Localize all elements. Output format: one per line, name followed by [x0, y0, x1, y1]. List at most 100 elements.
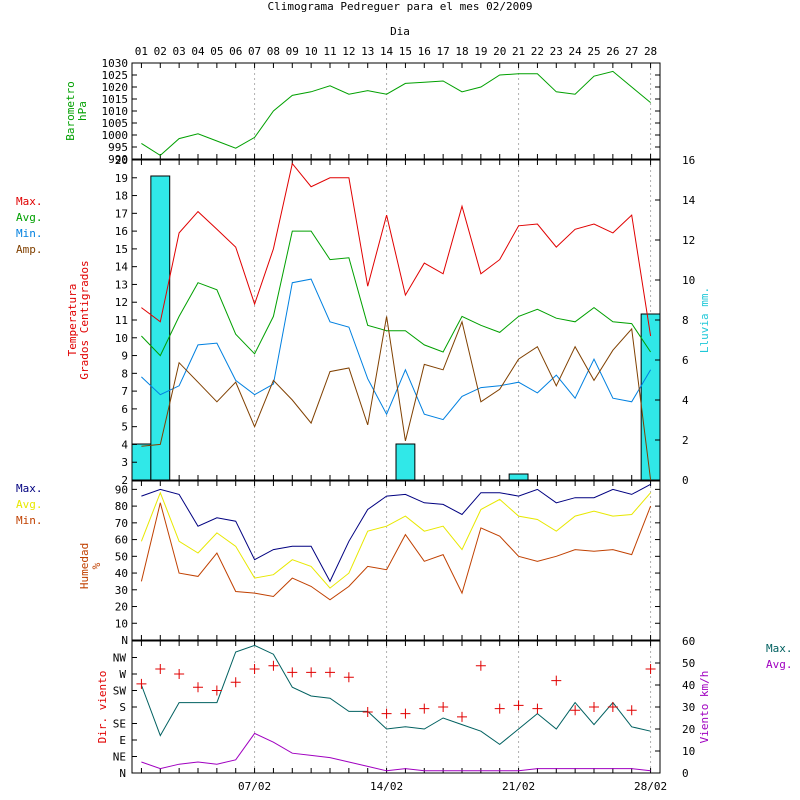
day-tick-label: 01 [135, 45, 148, 58]
wind-direction-tick-label: SE [113, 718, 126, 731]
wind-direction-tick-label: W [119, 668, 126, 681]
day-tick-label: 22 [531, 45, 544, 58]
temperature-tick-label: 20 [115, 154, 128, 167]
temperature-axis-label-line: Temperatura [66, 284, 79, 357]
temperature-tick-label: 18 [115, 190, 128, 203]
date-tick-label: 28/02 [634, 780, 667, 793]
temperature-legend-avg: Avg. [16, 211, 43, 224]
day-tick-label: 16 [418, 45, 431, 58]
temperature-legend-amp: Amp. [16, 243, 43, 256]
wind-speed-tick-label: 30 [682, 701, 695, 714]
wind-panel-frame [131, 640, 661, 774]
wind-direction-marker [362, 706, 373, 717]
temperature-line-amp [141, 316, 652, 481]
rain-bar [395, 443, 416, 481]
wind-speed-tick-label: 0 [682, 767, 689, 780]
temperature-axis-label-line: Grados Centigrados [78, 260, 91, 379]
barometer-line [141, 70, 651, 157]
wind-legend-avg: Avg. [766, 658, 793, 671]
humidity-tick-label: 50 [115, 550, 128, 563]
temperature-legend-max: Max. [16, 195, 43, 208]
barometer-tick-label: 995 [108, 141, 128, 154]
day-tick-label: 19 [474, 45, 487, 58]
wind-direction-marker [381, 708, 392, 719]
barometer-tick-label: 1010 [102, 105, 129, 118]
rain-bar [150, 175, 171, 481]
temperature-tick-label: 5 [121, 421, 128, 434]
temperature-tick-label: 19 [115, 172, 128, 185]
humidity-tick-label: 30 [115, 584, 128, 597]
wind-direction-marker [268, 660, 279, 671]
day-tick-label: 12 [342, 45, 355, 58]
wind-direction-marker [249, 664, 260, 675]
barometer-axis-label-line: hPa [76, 101, 89, 121]
wind-speed-tick-label: 40 [682, 679, 695, 692]
wind-speed-tick-label: 50 [682, 657, 695, 670]
wind-direction-marker [589, 702, 599, 712]
rain-tick-label: 0 [682, 474, 689, 487]
temperature-tick-label: 7 [121, 385, 128, 398]
wind-direction-marker [136, 678, 147, 689]
wind-direction-marker [626, 705, 637, 716]
day-tick-label: 24 [569, 45, 583, 58]
wind-direction-marker [287, 667, 298, 678]
humidity-axis-label-line: % [90, 562, 103, 569]
temperature-tick-label: 3 [121, 456, 128, 469]
wind-direction-marker [551, 675, 562, 686]
days-axis-label: Dia [390, 25, 410, 38]
rain-tick-label: 4 [682, 394, 689, 407]
rain-bar [508, 473, 529, 481]
temperature-tick-label: 11 [115, 314, 128, 327]
wind-direction-marker [325, 667, 335, 678]
wind-direction-marker [174, 669, 185, 679]
date-tick-label: 14/02 [370, 780, 403, 793]
temperature-legend-min: Min. [16, 227, 43, 240]
barometer-tick-label: 1015 [102, 93, 129, 106]
date-tick-label: 07/02 [238, 780, 271, 793]
rain-tick-label: 16 [682, 154, 695, 167]
rain-bar [640, 313, 661, 481]
wind-direction-tick-label: NE [113, 751, 126, 764]
rain-tick-label: 6 [682, 354, 689, 367]
barometer-tick-label: 990 [108, 153, 128, 166]
day-tick-label: 15 [399, 45, 412, 58]
temperature-tick-label: 6 [121, 403, 128, 416]
day-tick-label: 25 [587, 45, 600, 58]
humidity-tick-label: 70 [115, 517, 128, 530]
humidity-line-avg [140, 491, 651, 589]
barometer-tick-label: 1030 [102, 57, 129, 70]
temperature-tick-label: 16 [115, 225, 128, 238]
wind-direction-marker [494, 703, 505, 714]
day-tick-label: 18 [455, 45, 468, 58]
wind-direction-marker [570, 705, 581, 716]
humidity-bottom-tick-label: N [121, 634, 128, 647]
day-tick-label: 21 [512, 45, 525, 58]
wind-direction-marker [155, 664, 166, 675]
barometer-tick-label: 1020 [102, 81, 129, 94]
wind-direction-marker [211, 685, 222, 696]
wind-direction-tick-label: S [119, 701, 126, 714]
humidity-line-max [141, 483, 651, 583]
humidity-axis-label-line: Humedad [78, 543, 91, 589]
temperature-tick-label: 17 [115, 207, 128, 220]
day-tick-label: 23 [550, 45, 563, 58]
wind-direction-marker [645, 664, 656, 675]
wind-line-avg [141, 732, 651, 772]
barometer-panel-frame [131, 62, 661, 160]
rain-tick-label: 8 [682, 314, 689, 327]
day-tick-label: 10 [305, 45, 318, 58]
day-tick-label: 14 [380, 45, 394, 58]
humidity-panel-frame [131, 480, 661, 641]
date-tick-label: 21/02 [502, 780, 535, 793]
humidity-legend-max: Max. [16, 482, 43, 495]
humidity-tick-label: 60 [115, 534, 128, 547]
wind-direction-tick-label: SW [113, 685, 127, 698]
humidity-line-min [140, 502, 652, 601]
temperature-line-min [141, 278, 652, 421]
wind-speed-tick-label: 20 [682, 723, 695, 736]
day-tick-label: 11 [323, 45, 336, 58]
wind-direction-marker [607, 702, 618, 712]
day-tick-label: 07 [248, 45, 261, 58]
day-tick-label: 03 [173, 45, 186, 58]
barometer-tick-label: 1025 [102, 69, 129, 82]
